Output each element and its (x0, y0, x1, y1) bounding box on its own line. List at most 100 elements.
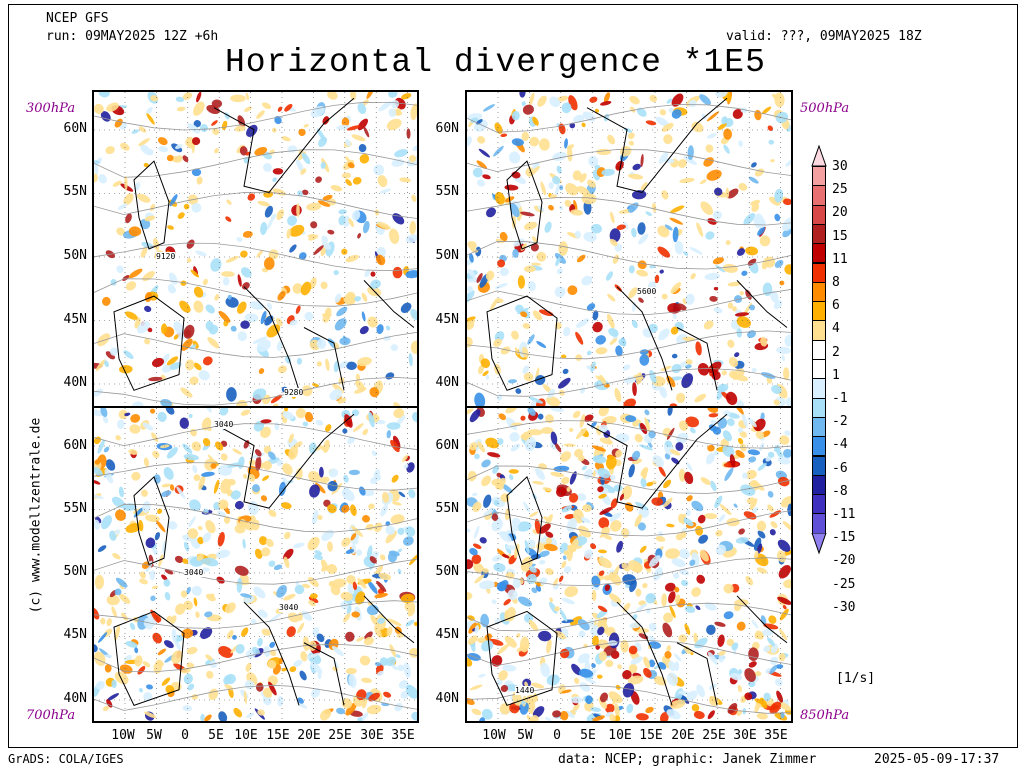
lat-label-right-bottom-55N: 55N (435, 501, 459, 516)
colorbar-unit: [1/s] (836, 671, 876, 686)
lon-label-right-5W: 5W (517, 728, 533, 743)
colorbar-swatch (812, 262, 826, 283)
lat-label-right-top-40N: 40N (435, 375, 459, 390)
divergence-field (467, 408, 791, 721)
lat-label-right-top-50N: 50N (435, 248, 459, 263)
lon-label-right-0: 0 (553, 728, 561, 743)
lat-label-left-bottom-45N: 45N (63, 627, 87, 642)
lon-label-left-20E: 20E (297, 728, 321, 743)
colorbar-swatch (812, 339, 826, 360)
level-label-700: 700hPa (26, 708, 76, 723)
lat-label-left-top-45N: 45N (63, 312, 87, 327)
level-label-850: 850hPa (800, 708, 850, 723)
valid-label: valid: ???, 09MAY2025 18Z (726, 29, 922, 44)
level-label-300: 300hPa (26, 101, 76, 116)
colorbar-swatch (812, 436, 826, 457)
colorbar-swatch (812, 166, 826, 187)
lon-label-right-25E: 25E (702, 728, 726, 743)
contour-label: 5600 (637, 287, 657, 296)
lon-label-right-15E: 15E (639, 728, 663, 743)
lat-label-right-bottom-40N: 40N (435, 691, 459, 706)
lat-label-left-top-60N: 60N (63, 121, 87, 136)
map-panel-300hpa: 9120 9280 (92, 90, 419, 408)
colorbar-swatch (812, 223, 826, 245)
lat-label-left-top-55N: 55N (63, 184, 87, 199)
colorbar-swatch (812, 378, 826, 399)
data-credit: data: NCEP; graphic: Janek Zimmer (558, 752, 817, 767)
colorbar-label: -15 (832, 530, 856, 546)
lat-label-left-bottom-55N: 55N (63, 501, 87, 516)
contour-label: 3040 (279, 603, 299, 612)
lon-label-right-30E: 30E (733, 728, 757, 743)
lon-label-left-10E: 10E (234, 728, 258, 743)
map-panel-500hpa: 5600 (465, 90, 793, 408)
level-label-500: 500hPa (800, 101, 850, 116)
lat-label-right-bottom-50N: 50N (435, 564, 459, 579)
map-title: Horizontal divergence *1E5 (225, 44, 766, 81)
timestamp: 2025-05-09-17:37 (874, 752, 1000, 767)
lon-label-left-30E: 30E (360, 728, 384, 743)
colorbar-label: 1 (832, 367, 840, 383)
colorbar-label: 30 (832, 159, 848, 174)
colorbar-swatch (812, 513, 826, 534)
contour-label: 9280 (284, 388, 304, 397)
colorbar-label: -4 (832, 437, 848, 453)
source-label: NCEP GFS (46, 11, 109, 26)
contour-label: 9120 (156, 252, 176, 261)
colorbar-label: 15 (832, 228, 848, 244)
lon-label-right-35E: 35E (764, 728, 788, 743)
colorbar-label: 2 (832, 344, 840, 360)
lon-label-left-25E: 25E (328, 728, 352, 743)
colorbar-swatch (812, 359, 826, 380)
lon-label-left-5W: 5W (146, 728, 162, 743)
lon-label-right-20E: 20E (671, 728, 695, 743)
colorbar-label: 8 (832, 275, 840, 290)
colorbar-swatch (812, 455, 826, 476)
lon-label-left-5E: 5E (208, 728, 224, 743)
colorbar-swatch (812, 416, 826, 438)
map-panel-700hpa: 3040 3040 3040 (92, 406, 419, 723)
lon-label-left-35E: 35E (391, 728, 415, 743)
divergence-field (467, 92, 791, 406)
colorbar-swatch (812, 243, 826, 264)
lat-label-right-bottom-60N: 60N (435, 438, 459, 453)
colorbar-label: -2 (832, 414, 848, 430)
colorbar-swatch (812, 474, 826, 496)
colorbar-label: 4 (832, 321, 840, 337)
colorbar-label: -1 (832, 391, 848, 406)
lon-label-right-10W: 10W (482, 728, 506, 743)
colorbar-bottom-arrow (811, 532, 827, 555)
figure-frame (8, 4, 1018, 748)
colorbar-label: -8 (832, 483, 848, 499)
lat-label-left-bottom-40N: 40N (63, 691, 87, 706)
software-credit: GrADS: COLA/IGES (8, 752, 124, 766)
colorbar-swatch (812, 281, 826, 303)
run-label: run: 09MAY2025 12Z +6h (46, 29, 219, 44)
colorbar-label: 6 (832, 298, 840, 314)
lon-label-left-10W: 10W (111, 728, 135, 743)
lon-label-left-15E: 15E (266, 728, 290, 743)
lat-label-left-bottom-50N: 50N (63, 564, 87, 579)
colorbar-swatch (812, 185, 826, 206)
divergence-field (94, 92, 417, 406)
map-panel-850hpa: 1440 (465, 406, 793, 723)
lat-label-right-top-45N: 45N (435, 312, 459, 327)
colorbar-label: 20 (832, 205, 848, 221)
colorbar-label: -30 (832, 599, 856, 615)
colorbar-label: 25 (832, 182, 848, 198)
lon-label-right-5E: 5E (580, 728, 596, 743)
colorbar-swatch (812, 320, 826, 341)
colorbar-swatch (812, 204, 826, 225)
colorbar-label: 11 (832, 251, 848, 267)
colorbar-label: -25 (832, 576, 856, 592)
contour-label: 3040 (214, 420, 234, 429)
contour-label: 1440 (515, 686, 535, 695)
lat-label-right-top-60N: 60N (435, 121, 459, 136)
colorbar-swatch (812, 397, 826, 418)
colorbar-top-arrow (811, 145, 827, 167)
colorbar-label: -20 (832, 553, 856, 569)
colorbar-swatch (812, 301, 826, 322)
lat-label-left-top-50N: 50N (63, 248, 87, 263)
lat-label-right-bottom-45N: 45N (435, 627, 459, 642)
watermark-credit: (c) www.modellzentrale.de (28, 417, 44, 614)
